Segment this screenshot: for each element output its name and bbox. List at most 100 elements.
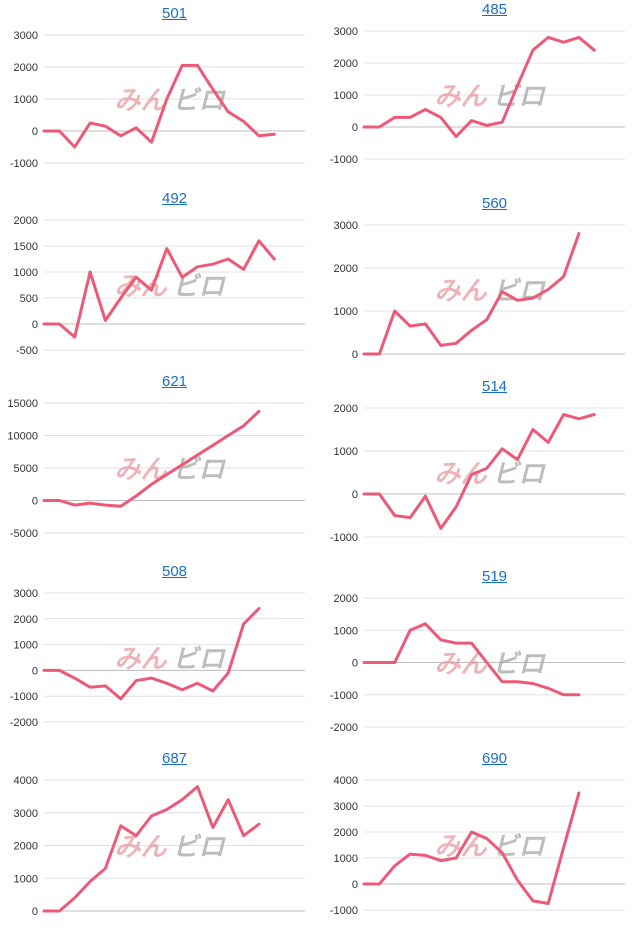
y-tick-label: -1000 — [10, 158, 38, 170]
line-chart: 4000 3000 2000 1000 0 みん ビロ — [14, 775, 305, 918]
y-tick-label: 1000 — [14, 267, 38, 279]
y-tick-label: -1000 — [330, 154, 358, 166]
watermark-logo: みん ビロ — [434, 650, 546, 680]
line-chart: 3000 2000 1000 0 -1000 みん ビロ — [330, 26, 625, 166]
line-chart: 3000 2000 1000 0 -1000 みん ビロ — [10, 30, 305, 170]
chart-title-link[interactable]: 519 — [481, 568, 508, 585]
y-tick-label: 1000 — [334, 625, 358, 637]
chart-title-link[interactable]: 690 — [481, 750, 508, 767]
y-tick-label: 2000 — [14, 62, 38, 74]
y-tick-label: 1000 — [334, 306, 358, 318]
chart-title-link[interactable]: 501 — [161, 5, 188, 22]
y-tick-label: 1500 — [14, 241, 38, 253]
chart-panel: 15000 10000 5000 0 -5000 みん ビロ 621 — [0, 372, 320, 552]
y-tick-label: 1000 — [334, 446, 358, 458]
y-tick-label: -2000 — [10, 717, 38, 729]
y-tick-label: 2000 — [334, 593, 358, 605]
series-line — [42, 239, 276, 339]
y-tick-label: 2000 — [14, 215, 38, 227]
y-tick-label: -1000 — [330, 532, 358, 544]
chart-panel: 3000 2000 1000 0 -1000 みん ビロ 485 — [320, 0, 640, 180]
line-chart: 3000 2000 1000 0 みん ビロ — [334, 220, 625, 361]
watermark-logo: みん ビロ — [114, 645, 226, 675]
chart-panel: 2000 1000 0 -1000 みん ビロ 514 — [320, 372, 640, 552]
y-tick-label: 4000 — [14, 775, 38, 787]
y-tick-label: 10000 — [7, 431, 38, 443]
y-tick-label: 5000 — [14, 463, 38, 475]
series-line — [42, 409, 261, 508]
chart-title-link[interactable]: 508 — [161, 563, 188, 580]
y-tick-label: 4000 — [334, 775, 358, 787]
y-tick-label: -2000 — [330, 722, 358, 734]
chart-panel: 3000 2000 1000 0 みん ビロ 560 — [320, 190, 640, 370]
chart-panel: 2000 1000 0 -1000 -2000 みん ビロ 519 — [320, 560, 640, 740]
chart-title-link[interactable]: 514 — [481, 378, 508, 395]
watermark-logo: みん ビロ — [434, 460, 546, 490]
chart-title-link[interactable]: 485 — [481, 1, 508, 18]
y-tick-label: 1000 — [14, 873, 38, 885]
series-line — [42, 785, 261, 913]
y-tick-label: 3000 — [334, 801, 358, 813]
y-tick-label: 0 — [32, 665, 38, 677]
chart-panel: 3000 2000 1000 0 -1000 みん ビロ 501 — [0, 0, 320, 180]
watermark-logo: みん ビロ — [114, 455, 226, 485]
chart-panel: 2000 1500 1000 500 0 -500 みん ビロ 492 — [0, 190, 320, 370]
y-tick-label: -1000 — [330, 905, 358, 917]
y-tick-label: 0 — [32, 126, 38, 138]
series-line — [42, 607, 261, 701]
y-tick-label: 0 — [352, 658, 358, 670]
y-tick-label: 2000 — [334, 263, 358, 275]
line-chart: 3000 2000 1000 0 -1000 -2000 みん ビロ — [10, 588, 305, 729]
chart-title-link[interactable]: 560 — [481, 195, 508, 212]
y-tick-label: 3000 — [334, 26, 358, 38]
line-chart: 15000 10000 5000 0 -5000 みん ビロ — [7, 398, 305, 540]
y-tick-label: -500 — [16, 345, 38, 357]
y-tick-label: 0 — [352, 122, 358, 134]
y-tick-label: 2000 — [14, 841, 38, 853]
watermark-logo: みん ビロ — [114, 272, 226, 302]
y-tick-label: 3000 — [14, 30, 38, 42]
series-line — [362, 791, 581, 905]
watermark-logo: みん ビロ — [434, 82, 546, 112]
line-chart: 2000 1000 0 -1000 -2000 みん ビロ — [330, 593, 625, 734]
y-tick-label: -5000 — [10, 528, 38, 540]
y-tick-label: 0 — [32, 496, 38, 508]
y-tick-label: 2000 — [334, 827, 358, 839]
y-tick-label: 2000 — [14, 614, 38, 626]
y-tick-label: -1000 — [10, 691, 38, 703]
chart-panel: 4000 3000 2000 1000 0 -1000 みん ビロ 690 — [320, 750, 640, 930]
y-tick-label: 0 — [352, 349, 358, 361]
y-tick-label: 1000 — [14, 94, 38, 106]
y-tick-label: 3000 — [14, 808, 38, 820]
line-chart: 2000 1500 1000 500 0 -500 みん ビロ — [14, 215, 305, 357]
series-line — [42, 63, 276, 149]
chart-title-link[interactable]: 621 — [161, 373, 188, 390]
series-line — [362, 622, 581, 697]
watermark-logo: みん ビロ — [114, 86, 226, 116]
watermark-logo: みん ビロ — [114, 833, 226, 863]
y-tick-label: 500 — [20, 293, 38, 305]
series-line — [362, 35, 596, 139]
chart-panel: 4000 3000 2000 1000 0 みん ビロ 687 — [0, 750, 320, 930]
y-tick-label: 1000 — [334, 853, 358, 865]
y-tick-label: 0 — [32, 319, 38, 331]
y-tick-label: 1000 — [14, 640, 38, 652]
y-tick-label: 15000 — [7, 398, 38, 410]
y-tick-label: 3000 — [334, 220, 358, 232]
chart-title-link[interactable]: 687 — [161, 750, 188, 767]
y-tick-label: 0 — [352, 489, 358, 501]
y-tick-label: -1000 — [330, 690, 358, 702]
chart-panel: 3000 2000 1000 0 -1000 -2000 みん ビロ 508 — [0, 560, 320, 740]
y-tick-label: 0 — [32, 906, 38, 918]
chart-title-link[interactable]: 492 — [161, 190, 188, 207]
y-tick-label: 2000 — [334, 58, 358, 70]
series-line — [362, 232, 581, 356]
series-line — [362, 413, 596, 530]
y-tick-label: 0 — [352, 879, 358, 891]
watermark-logo: みん ビロ — [434, 277, 546, 307]
y-tick-label: 1000 — [334, 90, 358, 102]
line-chart: 2000 1000 0 -1000 みん ビロ — [330, 403, 625, 544]
y-tick-label: 3000 — [14, 588, 38, 600]
y-tick-label: 2000 — [334, 403, 358, 415]
